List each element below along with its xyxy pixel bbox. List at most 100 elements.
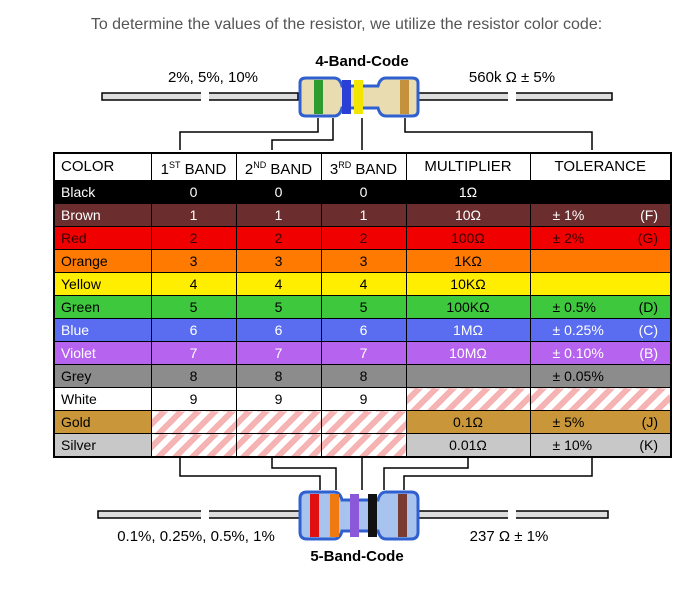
band3-cell (320, 410, 407, 434)
header-band-3: 3RD BAND (320, 152, 407, 181)
five-band-lead-left (97, 510, 303, 519)
band3-cell: 7 (320, 341, 407, 365)
band3-cell: 1 (320, 203, 407, 227)
color-name-cell: Blue (53, 318, 152, 342)
tolerance-cell: ± 2% (G) (529, 226, 672, 250)
color-name-cell: Orange (53, 249, 152, 273)
five-band-right-label: 237 Ω ± 1% (470, 528, 549, 545)
multiplier-cell: 10KΩ (405, 272, 531, 296)
header-band-1: 1ST BAND (150, 152, 237, 181)
color-name-cell: White (53, 387, 152, 411)
band2-cell: 0 (235, 180, 322, 204)
color-name-cell: Green (53, 295, 152, 319)
table-row-gold: Gold 0.1Ω ± 5% (J) (53, 410, 672, 434)
tolerance-code: (B) (639, 345, 658, 361)
band2-cell: 9 (235, 387, 322, 411)
band2-cell: 4 (235, 272, 322, 296)
band1-cell: 6 (150, 318, 237, 342)
tolerance-code: (D) (638, 299, 658, 315)
band1-cell: 3 (150, 249, 237, 273)
tolerance-value: ± 0.10% (552, 345, 604, 361)
band3-cell: 3 (320, 249, 407, 273)
table-row-black: Black 0 0 0 1Ω (53, 180, 672, 204)
tolerance-code: (K) (639, 437, 658, 453)
tolerance-value: ± 5% (552, 414, 585, 430)
five-band-2 (330, 494, 339, 537)
intro-text: To determine the values of the resistor,… (90, 16, 603, 33)
four-band-lead-right (415, 92, 613, 101)
five-band-title: 5-Band-Code (310, 548, 403, 565)
band3-cell: 0 (320, 180, 407, 204)
multiplier-cell: 10MΩ (405, 341, 531, 365)
band1-cell: 0 (150, 180, 237, 204)
table-row-brown: Brown 1 1 1 10Ω ± 1% (F) (53, 203, 672, 227)
five-band-resistor: 0.1%, 0.25%, 0.5%, 1% 237 Ω ± 1% 5-Band-… (97, 456, 609, 565)
four-band-title: 4-Band-Code (315, 53, 408, 70)
five-band-5 (398, 494, 407, 537)
multiplier-cell: 100Ω (405, 226, 531, 250)
band3-cell (320, 433, 407, 458)
table-row-blue: Blue 6 6 6 1MΩ ± 0.25% (C) (53, 318, 672, 342)
four-band-3 (354, 80, 363, 114)
multiplier-cell: 0.1Ω (405, 410, 531, 434)
band2-cell (235, 410, 322, 434)
band1-cell: 4 (150, 272, 237, 296)
five-band-3 (350, 494, 359, 537)
color-name-cell: Silver (53, 433, 152, 458)
header-color: COLOR (53, 152, 152, 181)
tolerance-cell: ± 0.05% (529, 364, 672, 388)
multiplier-cell: 1Ω (405, 180, 531, 204)
header-multiplier: MULTIPLIER (405, 152, 531, 181)
table-row-grey: Grey 8 8 8 ± 0.05% (53, 364, 672, 388)
tolerance-cell: ± 0.5% (D) (529, 295, 672, 319)
table-row-red: Red 2 2 2 100Ω ± 2% (G) (53, 226, 672, 250)
multiplier-cell: 0.01Ω (405, 433, 531, 458)
four-band-4 (400, 80, 409, 114)
band2-cell: 3 (235, 249, 322, 273)
band1-cell (150, 410, 237, 434)
color-name-cell: Yellow (53, 272, 152, 296)
band1-cell: 7 (150, 341, 237, 365)
band2-cell: 5 (235, 295, 322, 319)
color-name-cell: Gold (53, 410, 152, 434)
five-band-lead-right (415, 510, 609, 519)
table-row-yellow: Yellow 4 4 4 10KΩ (53, 272, 672, 296)
multiplier-cell: 100KΩ (405, 295, 531, 319)
color-name-cell: Violet (53, 341, 152, 365)
table-row-violet: Violet 7 7 7 10MΩ ± 0.10% (B) (53, 341, 672, 365)
band2-cell: 6 (235, 318, 322, 342)
table-row-white: White 9 9 9 (53, 387, 672, 411)
band1-cell: 8 (150, 364, 237, 388)
five-band-1 (310, 494, 319, 537)
band3-cell: 5 (320, 295, 407, 319)
four-band-1 (314, 80, 323, 114)
tolerance-cell (529, 272, 672, 296)
tolerance-value: ± 1% (552, 207, 585, 223)
four-band-body (298, 76, 420, 118)
tolerance-value: ± 10% (552, 437, 593, 453)
tolerance-cell: ± 5% (J) (529, 410, 672, 434)
four-band-left-label: 2%, 5%, 10% (168, 69, 258, 86)
color-name-cell: Grey (53, 364, 152, 388)
multiplier-cell (405, 364, 531, 388)
five-band-body (298, 490, 420, 541)
tolerance-cell: ± 0.10% (B) (529, 341, 672, 365)
tolerance-value: ± 0.5% (552, 299, 596, 315)
header-tolerance: TOLERANCE (529, 152, 672, 181)
band1-cell (150, 433, 237, 458)
tolerance-cell (529, 249, 672, 273)
multiplier-cell: 10Ω (405, 203, 531, 227)
band3-cell: 6 (320, 318, 407, 342)
four-band-2 (342, 80, 351, 114)
band3-cell: 8 (320, 364, 407, 388)
tolerance-value: ± 0.05% (552, 368, 604, 384)
tolerance-code: (J) (641, 414, 658, 430)
five-band-left-label: 0.1%, 0.25%, 0.5%, 1% (117, 528, 275, 545)
tolerance-cell (529, 180, 672, 204)
color-name-cell: Red (53, 226, 152, 250)
table-header-row: COLOR 1ST BAND 2ND BAND 3RD BAND MULTIPL… (53, 152, 672, 181)
band3-cell: 2 (320, 226, 407, 250)
band1-cell: 2 (150, 226, 237, 250)
four-band-resistor: 4-Band-Code 2%, 5%, 10% 560k Ω ± 5% (101, 53, 613, 150)
band3-cell: 4 (320, 272, 407, 296)
